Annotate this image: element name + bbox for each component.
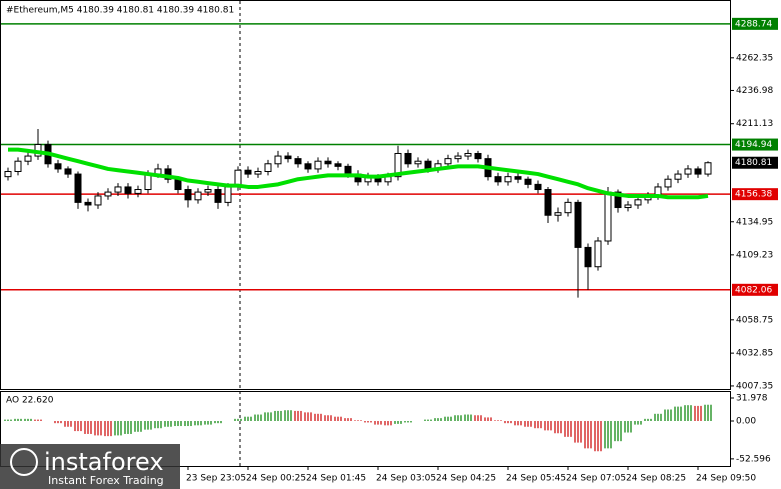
candle-body bbox=[564, 201, 572, 214]
ao-tick-label: 31.978 bbox=[736, 393, 768, 403]
candle-body bbox=[204, 189, 212, 193]
candle-body bbox=[494, 176, 502, 183]
candle-body bbox=[64, 168, 72, 175]
y-tick-label: 4262.35 bbox=[736, 53, 773, 63]
candle-body bbox=[514, 176, 522, 180]
y-tick-label: 4032.85 bbox=[736, 349, 773, 359]
candle-body bbox=[224, 186, 232, 203]
logo-tagline: Instant Forex Trading bbox=[48, 474, 164, 487]
candle-body bbox=[54, 163, 62, 170]
candle-body bbox=[464, 152, 472, 157]
candle-body bbox=[534, 183, 542, 191]
price-label: 4180.81 bbox=[735, 158, 772, 168]
header: #Ethereum,M5 4180.39 4180.81 4180.39 418… bbox=[6, 6, 234, 16]
candle-body bbox=[164, 168, 172, 180]
candle-body bbox=[14, 160, 22, 173]
candle-body bbox=[304, 163, 312, 170]
candle-body bbox=[124, 186, 132, 194]
y-tick-label: 4134.95 bbox=[736, 217, 773, 227]
level-label: 4082.06 bbox=[735, 285, 772, 295]
candle-body bbox=[324, 160, 332, 165]
candle-body bbox=[504, 176, 512, 183]
candle-body bbox=[614, 191, 622, 209]
candle-body bbox=[604, 191, 612, 242]
candle-body bbox=[424, 160, 432, 170]
moving-average bbox=[8, 147, 709, 200]
candle-body bbox=[674, 173, 682, 180]
candle-body bbox=[104, 191, 112, 197]
level-label: 4194.94 bbox=[735, 140, 772, 150]
x-tick-label: 24 Sep 09:50 bbox=[696, 474, 756, 484]
candle-body bbox=[454, 155, 462, 160]
y-tick-label: 4211.13 bbox=[736, 119, 773, 129]
x-tick-label: 24 Sep 00:25 bbox=[246, 474, 306, 484]
y-tick-label: 4236.98 bbox=[736, 86, 773, 96]
candle-body bbox=[474, 152, 482, 160]
candle-body bbox=[684, 168, 692, 175]
ao-tick-label: -52.596 bbox=[736, 454, 771, 464]
logo: instaforex Instant Forex Trading bbox=[0, 444, 180, 489]
candle-body bbox=[4, 171, 12, 178]
level-label-bg bbox=[732, 283, 778, 296]
candle-body bbox=[314, 160, 322, 170]
candle-body bbox=[294, 158, 302, 165]
candle-body bbox=[394, 152, 402, 178]
candle-body bbox=[344, 165, 352, 175]
x-tick-label: 24 Sep 08:25 bbox=[626, 474, 686, 484]
candle-body bbox=[284, 155, 292, 160]
y-tick-label: 4058.75 bbox=[736, 315, 773, 325]
candle-body bbox=[574, 201, 582, 248]
x-tick-label: 24 Sep 04:25 bbox=[436, 474, 496, 484]
x-tick-label: 24 Sep 07:05 bbox=[566, 474, 626, 484]
logo-name: instaforex bbox=[44, 448, 164, 476]
candle-body bbox=[664, 178, 672, 188]
candle-body bbox=[694, 168, 702, 175]
candle-body bbox=[244, 169, 252, 175]
candle-body bbox=[334, 163, 342, 167]
level-label-bg bbox=[732, 188, 778, 201]
candle-body bbox=[264, 163, 272, 173]
candle-body bbox=[444, 158, 452, 165]
candle-body bbox=[134, 189, 142, 194]
candle-body bbox=[594, 240, 602, 268]
candle-body bbox=[634, 199, 642, 206]
candle-body bbox=[404, 152, 412, 165]
candle-body bbox=[24, 155, 32, 162]
candle-body bbox=[704, 162, 712, 175]
candle-body bbox=[524, 178, 532, 185]
candle-body bbox=[174, 178, 182, 191]
candle-body bbox=[84, 201, 92, 206]
candle-body bbox=[274, 155, 282, 165]
level-label: 4288.74 bbox=[735, 19, 772, 29]
y-tick-label: 4007.35 bbox=[736, 381, 773, 391]
candle-body bbox=[114, 186, 122, 193]
level-label-bg bbox=[732, 138, 778, 151]
x-tick-label: 23 Sep 23:05 bbox=[186, 474, 246, 484]
candle-body bbox=[184, 189, 192, 201]
price-label-bg bbox=[732, 156, 778, 169]
logo-icon bbox=[10, 448, 38, 476]
candle-body bbox=[94, 195, 102, 206]
level-label-bg bbox=[732, 17, 778, 30]
x-tick-label: 24 Sep 01:45 bbox=[306, 474, 366, 484]
candle-body bbox=[554, 212, 562, 216]
candle-body bbox=[194, 191, 202, 201]
candle-body bbox=[214, 189, 222, 203]
level-label: 4156.38 bbox=[735, 190, 772, 200]
main-panel bbox=[0, 0, 731, 390]
candle-body bbox=[144, 173, 152, 191]
ao-title: AO 22.620 bbox=[6, 396, 54, 406]
candle-body bbox=[254, 171, 262, 175]
x-tick-label: 24 Sep 05:45 bbox=[506, 474, 566, 484]
x-tick-label: 24 Sep 03:05 bbox=[376, 474, 436, 484]
candle-body bbox=[584, 246, 592, 268]
candle-body bbox=[624, 204, 632, 209]
candle-body bbox=[544, 189, 552, 216]
y-tick-label: 4109.23 bbox=[736, 250, 773, 260]
candle-body bbox=[414, 160, 422, 165]
ao-panel bbox=[0, 391, 731, 467]
candle-body bbox=[74, 173, 82, 203]
ao-tick-label: 0.00 bbox=[736, 417, 756, 427]
